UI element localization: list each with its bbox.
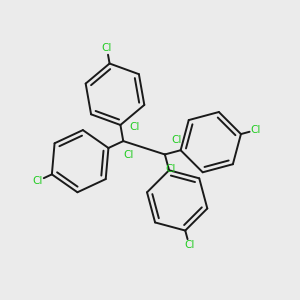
Text: Cl: Cl	[165, 164, 175, 174]
Text: Cl: Cl	[251, 125, 261, 135]
Text: Cl: Cl	[33, 176, 43, 186]
Text: Cl: Cl	[129, 122, 140, 132]
Text: Cl: Cl	[102, 43, 112, 53]
Text: Cl: Cl	[171, 135, 181, 145]
Text: Cl: Cl	[123, 150, 134, 160]
Text: Cl: Cl	[184, 241, 194, 250]
